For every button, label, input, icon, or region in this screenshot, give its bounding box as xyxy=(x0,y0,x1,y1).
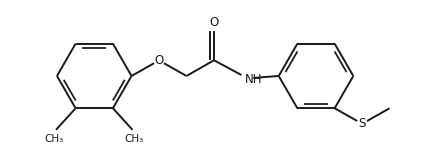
Text: NH: NH xyxy=(245,73,263,86)
Text: O: O xyxy=(209,16,219,29)
Text: O: O xyxy=(154,54,164,67)
Text: CH₃: CH₃ xyxy=(125,134,144,144)
Text: S: S xyxy=(358,118,366,130)
Text: CH₃: CH₃ xyxy=(45,134,64,144)
